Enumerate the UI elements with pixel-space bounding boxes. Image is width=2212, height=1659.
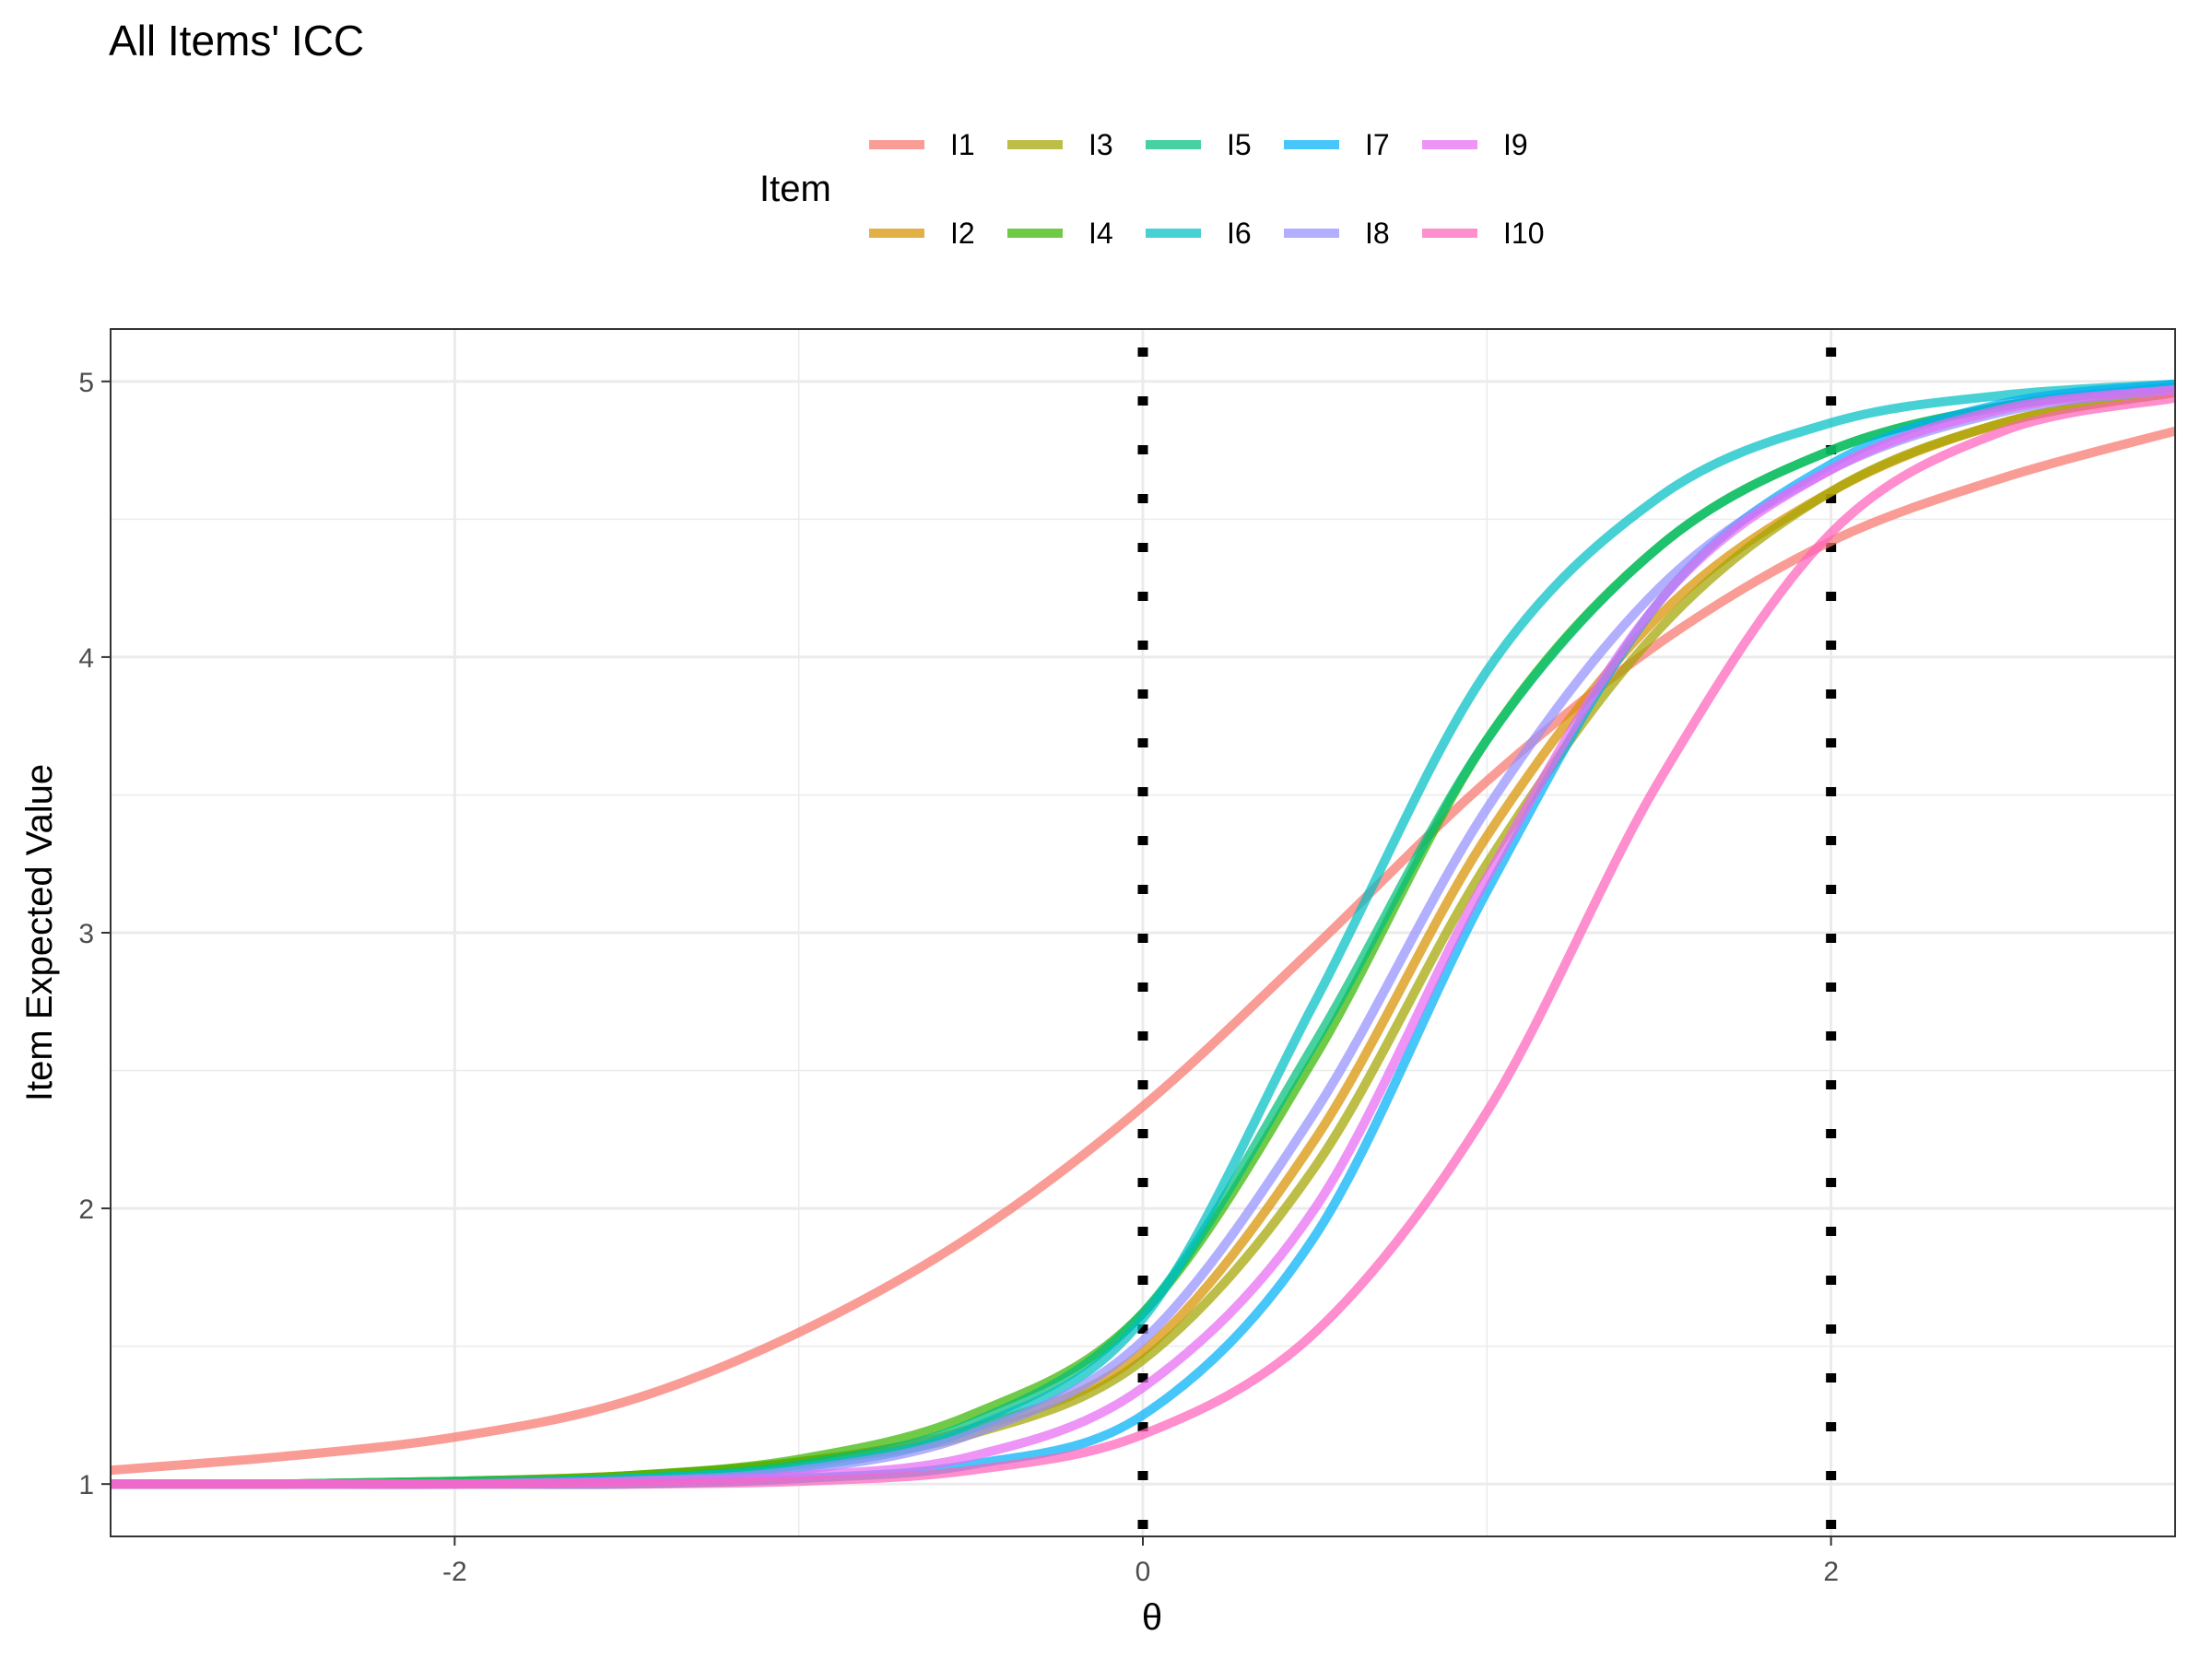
y-tick-label: 5 bbox=[78, 368, 94, 398]
x-tick-label: 0 bbox=[1135, 1557, 1151, 1587]
legend: Item I1 I2 I3 I4 I5 I6 I7 I8 I9 I10 bbox=[759, 128, 1544, 250]
x-tick-label: 2 bbox=[1823, 1557, 1839, 1587]
legend-label: I8 bbox=[1365, 217, 1390, 250]
y-tick-label: 4 bbox=[78, 643, 94, 674]
legend-title: Item bbox=[759, 169, 831, 209]
series-lines bbox=[110, 379, 2177, 1489]
legend-label: I5 bbox=[1227, 128, 1252, 161]
y-tick-label: 3 bbox=[78, 919, 94, 949]
series-line-i1 bbox=[110, 426, 2177, 1476]
y-axis: 1 2 3 4 5 bbox=[78, 368, 111, 1500]
y-tick-label: 1 bbox=[78, 1470, 94, 1500]
legend-label: I9 bbox=[1503, 128, 1528, 161]
chart-title: All Items' ICC bbox=[109, 17, 364, 65]
x-tick-label: -2 bbox=[442, 1557, 467, 1587]
legend-label: I10 bbox=[1503, 217, 1544, 250]
legend-label: I6 bbox=[1227, 217, 1252, 250]
legend-label: I7 bbox=[1365, 128, 1390, 161]
x-axis-title: θ bbox=[1142, 1597, 1162, 1638]
y-axis-title: Item Expected Value bbox=[19, 764, 60, 1101]
legend-label: I4 bbox=[1088, 217, 1113, 250]
legend-label: I2 bbox=[950, 217, 975, 250]
legend-label: I3 bbox=[1088, 128, 1113, 161]
x-axis: -2 0 2 bbox=[442, 1536, 1839, 1587]
legend-label: I1 bbox=[950, 128, 975, 161]
y-tick-label: 2 bbox=[78, 1194, 94, 1225]
series-line-i10 bbox=[110, 393, 2176, 1489]
